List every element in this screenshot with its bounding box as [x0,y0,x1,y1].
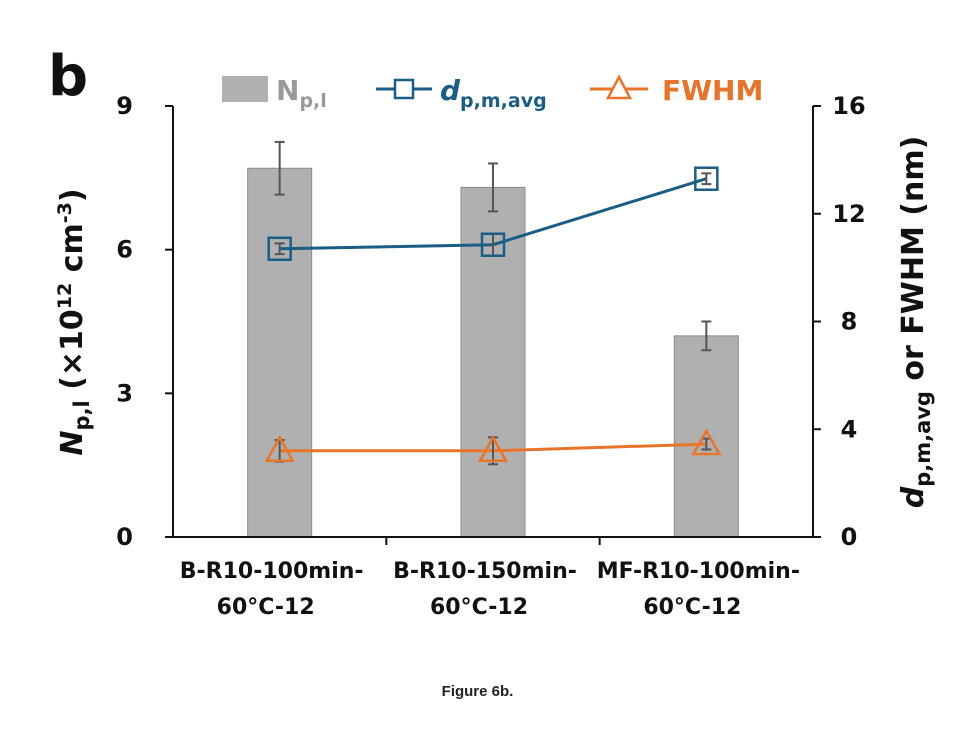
x-tick-label: MF-R10-100min- [597,559,800,584]
left-tick-label: 6 [116,236,133,264]
square-marker-3 [694,166,719,191]
left-tick-label: 9 [116,92,133,120]
right-tick-label: 12 [832,200,865,228]
right-axis-label: dp,m,avg or FWHM (nm) [896,136,935,509]
right-tick-label: 8 [841,308,858,336]
triangle-marker-3 [691,428,722,456]
right-tick-label: 4 [841,415,858,443]
legend-triangle-marker [605,74,633,100]
legend-fwhm-label: FWHM [662,74,763,107]
x-tick-label: 60°C-12 [217,595,315,620]
right-tick-label: 0 [841,523,858,551]
x-tick-label: 60°C-12 [643,595,741,620]
x-tick-label: 60°C-12 [430,595,528,620]
figure-caption: Figure 6b. [441,683,514,700]
triangle-marker-1 [264,435,295,462]
legend-square-marker [393,78,415,100]
triangle-marker-2 [477,435,509,462]
legend-d-label: dp,m,avg [440,74,547,112]
left-tick-label: 0 [116,523,133,551]
left-axis-label: Np,l (×1012 cm-3) [54,188,94,455]
legend-bar-label: Np,l [276,74,327,112]
legend-bar-swatch [222,76,268,102]
left-tick-label: 3 [116,379,133,407]
bar-1 [247,167,313,538]
panel-label: b [48,44,88,109]
square-marker-2 [480,232,506,257]
right-tick-label: 16 [832,92,865,120]
square-marker-1 [267,236,292,262]
plot-area: 0 3 6 9 0 4 8 12 16 B-R10-100min- 60°C-12 B-R10-150… [116,92,865,620]
legend: Np,l dp,m,avg FWHM [222,74,763,112]
x-tick-label: B-R10-100min- [180,559,364,584]
x-tick-label: B-R10-150min- [393,559,577,584]
bar-3 [673,335,739,538]
